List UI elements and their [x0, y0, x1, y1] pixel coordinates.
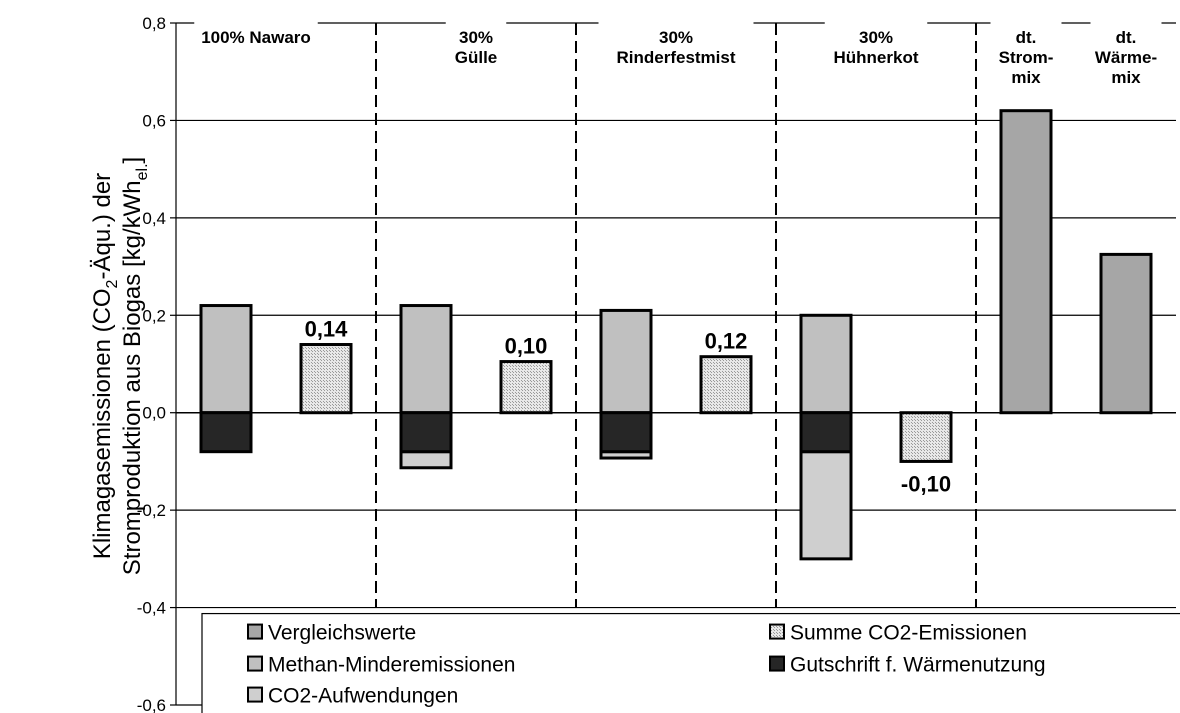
group-label: 30%	[459, 28, 493, 47]
data-label: 0,14	[305, 317, 349, 342]
group-label-bg	[990, 15, 1062, 81]
group-label-bg	[194, 15, 318, 41]
legend-swatch-gutschrift	[769, 655, 785, 672]
group-label-bg	[445, 15, 507, 61]
group-separators	[375, 23, 977, 608]
bar-gutschrift	[399, 411, 453, 454]
bar-methan	[599, 308, 653, 415]
data-label: 0,12	[705, 329, 748, 354]
bar-co2	[399, 450, 453, 470]
bar-vergleich	[999, 109, 1053, 415]
y-axis-label-line1: Klimagasemissionen (CO2-Äqu.) der	[89, 173, 121, 559]
group-label: 100% Nawaro	[201, 28, 311, 47]
bar-summe	[499, 360, 553, 415]
y-axis-ticks: 0,8 0,6 0,4 0,2 0,0 -0,2 -0,4 -0,6	[137, 14, 177, 713]
group-label: mix	[1111, 68, 1141, 87]
y-tick-label: 0,0	[142, 404, 166, 423]
bar-gutschrift	[599, 411, 653, 454]
y-tick-label: -0,6	[137, 696, 166, 713]
group-label: Gülle	[455, 48, 498, 67]
bar-methan	[199, 304, 253, 415]
group-label: Rinderfestmist	[616, 48, 735, 67]
y-tick-label: -0,4	[137, 599, 166, 618]
bar-gutschrift	[199, 411, 253, 454]
group-label: dt.	[1016, 28, 1037, 47]
y-tick-label: -0,2	[137, 501, 166, 520]
group-label: Strom-	[999, 48, 1054, 67]
group-label: 30%	[859, 28, 893, 47]
bar-vergleich	[1099, 252, 1153, 415]
legend-label-co2: CO2-Aufwendungen	[268, 685, 458, 708]
data-label: 0,10	[505, 334, 548, 359]
group-labels: 100% Nawaro 30%Gülle30%Rinderfestmist30%H…	[194, 15, 1162, 87]
data-label: -0,10	[901, 471, 951, 496]
legend-label-vergleich: Vergleichswerte	[268, 622, 416, 645]
bar-methan	[399, 304, 453, 415]
legend-label-gutschrift: Gutschrift f. Wärmenutzung	[790, 654, 1046, 677]
group-label: mix	[1011, 68, 1041, 87]
bar-co2	[799, 450, 853, 561]
group-label-bg	[824, 15, 928, 61]
legend-swatch-vergleich	[247, 623, 263, 640]
group-label: Wärme-	[1095, 48, 1157, 67]
y-tick-label: 0,8	[142, 14, 166, 33]
y-tick-label: 0,4	[142, 209, 166, 228]
legend-swatch-methan	[247, 655, 263, 672]
legend-label-methan: Methan-Minderemissionen	[268, 654, 515, 677]
group-label: Hühnerkot	[834, 48, 919, 67]
legend-box	[201, 612, 1180, 713]
group-label-bg	[1090, 15, 1162, 81]
bar-summe	[899, 411, 953, 463]
bar-methan	[799, 313, 853, 415]
bar-summe	[299, 343, 353, 415]
group-label-bg	[598, 15, 754, 61]
value-labels: 0,14 0,10 0,12 -0,10	[305, 317, 951, 497]
y-axis-label: Klimagasemissionen (CO2-Äqu.) der Stromp…	[89, 157, 151, 575]
legend: Vergleichswerte Summe CO2-Emissionen Metha…	[201, 612, 1180, 713]
legend-label-summe: Summe CO2-Emissionen	[790, 622, 1027, 645]
bar-gutschrift	[799, 411, 853, 454]
y-axis-label-line2: Stromproduktion aus Biogas [kg/kWhel.]	[119, 157, 151, 575]
legend-swatch-co2	[247, 686, 263, 703]
y-tick-label: 0,2	[142, 306, 166, 325]
bar-summe	[699, 355, 753, 415]
group-label: 30%	[659, 28, 693, 47]
group-label: dt.	[1116, 28, 1137, 47]
bars	[176, 109, 1176, 561]
y-tick-label: 0,6	[142, 111, 166, 130]
legend-swatch-summe	[769, 623, 785, 640]
